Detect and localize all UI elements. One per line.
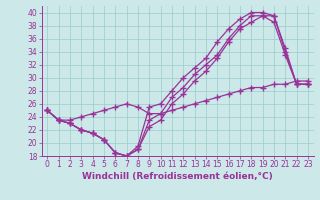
X-axis label: Windchill (Refroidissement éolien,°C): Windchill (Refroidissement éolien,°C) — [82, 172, 273, 181]
